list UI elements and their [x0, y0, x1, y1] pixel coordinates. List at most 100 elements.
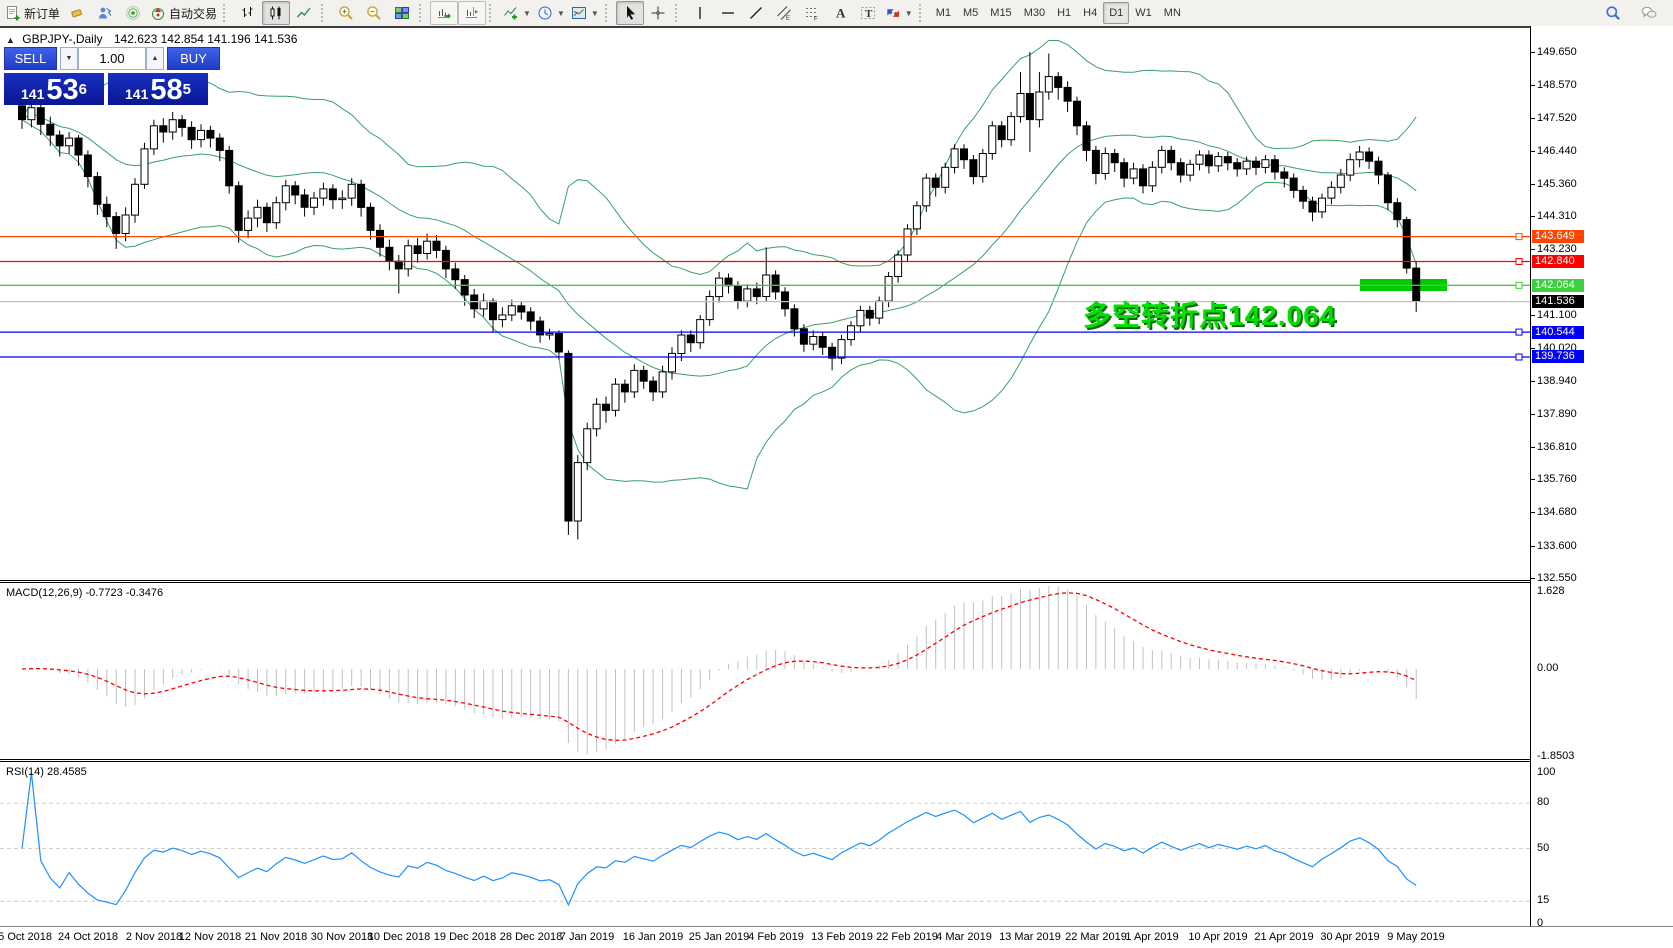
autotrading-button[interactable]: 自动交易: [147, 1, 220, 25]
line-chart-button[interactable]: [290, 1, 318, 25]
profile-button[interactable]: [91, 1, 119, 25]
candle-body: [620, 383, 629, 393]
pane-divider[interactable]: [0, 580, 1673, 583]
axis-tick-mark: [1531, 348, 1535, 349]
bollinger-band-line: [21, 113, 1417, 377]
indicators-icon: [503, 5, 519, 21]
crosshair-button[interactable]: [644, 1, 672, 25]
timeframe-button-m5[interactable]: M5: [963, 7, 979, 19]
periods-button[interactable]: ▼: [534, 1, 568, 25]
timeframe-button-m1[interactable]: M1: [935, 7, 951, 19]
candle-body: [140, 148, 149, 185]
buy-price-sup: 5: [182, 81, 191, 98]
timeframe-button-m15[interactable]: M15: [990, 7, 1012, 19]
text-button[interactable]: A: [826, 1, 854, 25]
chevron-down-icon[interactable]: ▼: [590, 8, 599, 18]
candle-body: [818, 336, 827, 348]
candle-body: [1402, 219, 1411, 269]
candle-body: [988, 125, 997, 155]
hline-icon: [720, 5, 736, 21]
bar-chart-button[interactable]: [234, 1, 262, 25]
templates-button[interactable]: ▼: [568, 1, 602, 25]
signal-button[interactable]: [119, 1, 147, 25]
timeframe-button-w1[interactable]: W1: [1135, 7, 1152, 19]
candle-body: [1120, 162, 1129, 179]
new-order-button[interactable]: 新订单: [2, 1, 63, 25]
toolbar-button-label: 自动交易: [169, 6, 218, 21]
arrows-button[interactable]: ▼: [882, 1, 916, 25]
buy-price-prefix: 141: [125, 86, 149, 102]
axis-tick-mark: [1531, 414, 1535, 415]
chevron-down-icon[interactable]: ▼: [523, 8, 531, 18]
timeframe-button-mn[interactable]: MN: [1163, 7, 1181, 19]
auto-scroll-icon: [436, 5, 452, 21]
chat-button[interactable]: [1635, 1, 1663, 25]
line-chart-icon: [296, 5, 312, 21]
bar-chart-icon: [240, 5, 256, 21]
rsi-axis-label: 15: [1537, 894, 1550, 906]
line-anchor-marker[interactable]: [1515, 258, 1523, 265]
chevron-down-icon[interactable]: ▼: [904, 8, 913, 18]
price-line-tag: 139.736: [1532, 350, 1584, 363]
vertical-line-button[interactable]: [686, 1, 714, 25]
date-axis-label: 15 Oct 2018: [0, 931, 52, 943]
zoom-out-button[interactable]: [360, 1, 388, 25]
text-label-button[interactable]: T: [854, 1, 882, 25]
date-axis-label: 7 Jan 2019: [559, 931, 615, 943]
candlestick-button[interactable]: [262, 1, 291, 25]
candle-body: [1167, 149, 1176, 164]
candle-body: [630, 369, 639, 393]
volume-input[interactable]: [78, 47, 146, 70]
indicators-button[interactable]: ▼: [500, 1, 534, 25]
auto-scroll-button[interactable]: [430, 1, 459, 25]
eraser-button[interactable]: [63, 1, 91, 25]
bollinger-band-line: [21, 40, 1417, 276]
sell-price-display[interactable]: 141 53 6: [4, 73, 104, 105]
sell-button[interactable]: SELL: [4, 47, 57, 70]
chart-shift-button[interactable]: [458, 1, 487, 25]
price-axis[interactable]: 149.650 148.570 147.520 146.440 145.360 144.3…: [1530, 26, 1673, 948]
timeframe-button-d1[interactable]: D1: [1103, 2, 1130, 24]
candle-body: [1110, 153, 1119, 164]
line-anchor-marker[interactable]: [1515, 328, 1523, 336]
timeframe-button-m30[interactable]: M30: [1023, 7, 1046, 19]
timeframe-button-h1[interactable]: H1: [1057, 7, 1072, 19]
volume-decrease-button[interactable]: ▼: [60, 47, 78, 70]
equidistant-channel-button[interactable]: E: [770, 1, 798, 25]
timeframe-button-h4[interactable]: H4: [1083, 7, 1098, 19]
pane-divider[interactable]: [0, 759, 1673, 762]
candle-body: [1204, 154, 1213, 167]
fibonacci-button[interactable]: F: [798, 1, 826, 25]
candle-body: [281, 185, 290, 204]
cursor-button[interactable]: [615, 1, 644, 25]
line-anchor-marker[interactable]: [1515, 233, 1523, 241]
rsi-indicator-chart[interactable]: [0, 762, 1530, 926]
toolbar-grip: [604, 4, 612, 22]
candle-body: [159, 125, 168, 133]
volume-increase-button[interactable]: ▲: [146, 47, 164, 70]
macd-histogram: [30, 586, 1417, 754]
candle-body: [922, 177, 931, 207]
collapse-arrow-icon[interactable]: ▲: [6, 35, 15, 45]
line-anchor-marker[interactable]: [1515, 353, 1523, 361]
price-axis-tick: 148.570: [1537, 79, 1577, 91]
trendline-button[interactable]: [742, 1, 770, 25]
candle-body: [206, 129, 215, 139]
search-button[interactable]: [1599, 1, 1627, 25]
candle-body: [978, 153, 987, 178]
svg-text:E: E: [786, 16, 790, 21]
pivot-annotation-text: 多空转折点142.064: [1083, 300, 1337, 331]
candle-body: [602, 403, 610, 411]
tile-windows-button[interactable]: [388, 1, 416, 25]
horizontal-line-button[interactable]: [714, 1, 742, 25]
main-price-chart[interactable]: [0, 28, 1530, 580]
chart-title: ▲ GBPJPY-,Daily 142.623 142.854 141.196 …: [6, 32, 297, 46]
macd-indicator-chart[interactable]: [0, 583, 1530, 759]
buy-button[interactable]: BUY: [167, 47, 220, 70]
candle-body: [234, 185, 243, 231]
buy-price-display[interactable]: 141 58 5: [108, 73, 208, 105]
zoom-in-button[interactable]: [332, 1, 360, 25]
chevron-down-icon[interactable]: ▼: [556, 8, 565, 18]
line-anchor-marker[interactable]: [1515, 281, 1523, 289]
